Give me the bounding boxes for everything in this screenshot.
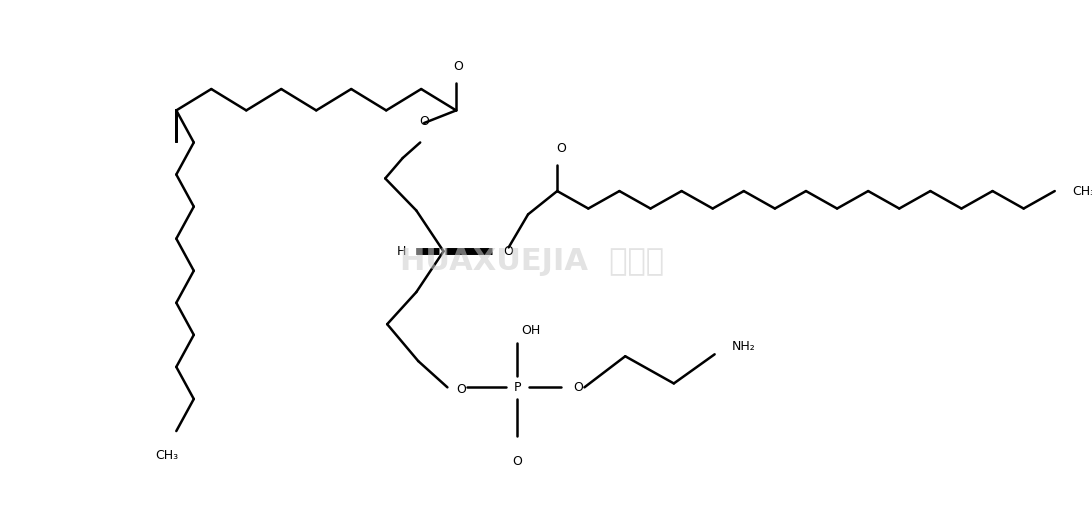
Text: O: O <box>512 456 522 469</box>
Text: O: O <box>556 142 566 155</box>
Text: NH₂: NH₂ <box>732 340 756 353</box>
Text: O: O <box>502 245 512 258</box>
Text: H: H <box>397 245 406 258</box>
Text: O: O <box>573 381 583 394</box>
Text: O: O <box>453 61 463 73</box>
Text: O: O <box>419 115 429 128</box>
Text: O: O <box>456 383 466 396</box>
Text: HUAXUEJIA  化学加: HUAXUEJIA 化学加 <box>400 247 664 276</box>
Text: CH₃: CH₃ <box>155 449 178 462</box>
Text: OH: OH <box>521 324 541 337</box>
Text: P: P <box>513 381 521 394</box>
Text: CH₃: CH₃ <box>1072 185 1092 198</box>
